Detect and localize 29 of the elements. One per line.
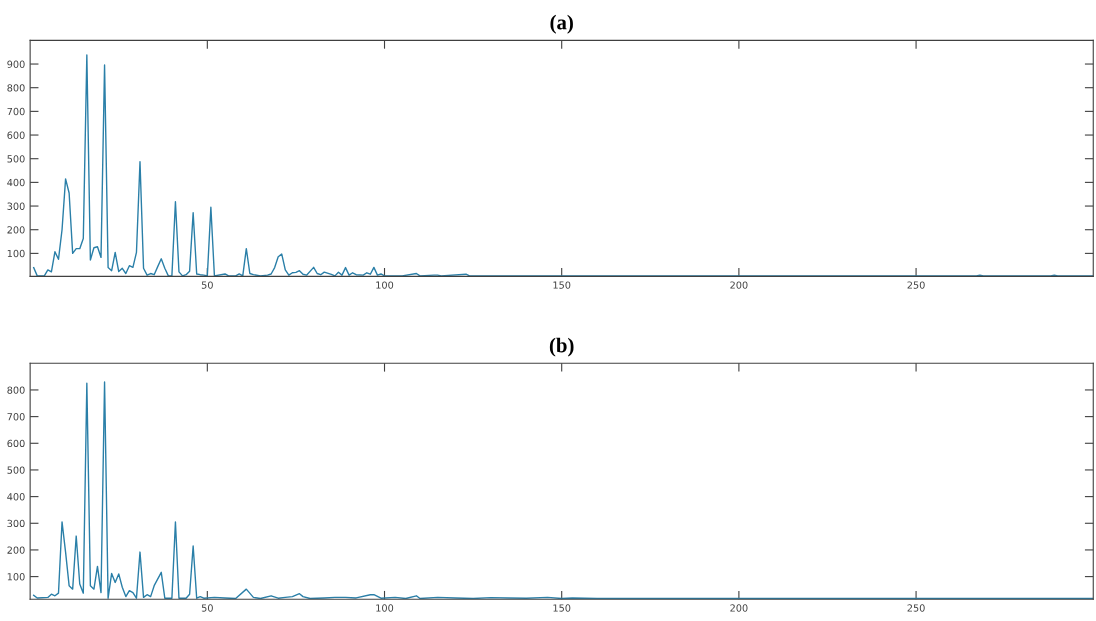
chart-title: (a) (550, 14, 573, 34)
x-tick-label: 200 (730, 604, 748, 612)
y-tick-label: 400 (7, 178, 25, 187)
y-tick-label: 700 (7, 413, 25, 421)
chart-title: (b) (549, 337, 574, 357)
y-tick-label: 100 (7, 249, 25, 258)
y-tick-label: 200 (7, 226, 25, 234)
y-tick-label: 300 (7, 202, 25, 210)
y-tick-label: 500 (7, 466, 25, 474)
y-tick-label: 200 (7, 546, 25, 554)
y-tick-label: 300 (7, 519, 25, 528)
x-tick-label: 100 (376, 604, 394, 612)
x-tick-label: 150 (553, 604, 571, 612)
x-tick-label: 200 (730, 281, 748, 289)
x-tick-label: 50 (201, 604, 213, 612)
y-tick-label: 600 (7, 439, 25, 448)
x-tick-label: 250 (907, 604, 925, 612)
y-tick-label: 100 (7, 573, 25, 581)
y-tick-label: 500 (7, 155, 25, 163)
x-tick-label: 50 (201, 281, 213, 289)
y-tick-label: 800 (7, 386, 25, 394)
y-tick-label: 900 (7, 60, 25, 68)
y-tick-label: 800 (7, 84, 25, 92)
y-tick-label: 600 (7, 131, 25, 139)
x-tick-label: 250 (907, 281, 925, 289)
x-tick-label: 100 (376, 281, 394, 289)
x-tick-label: 150 (553, 281, 571, 289)
y-tick-label: 400 (7, 493, 25, 501)
y-tick-label: 700 (7, 107, 25, 116)
